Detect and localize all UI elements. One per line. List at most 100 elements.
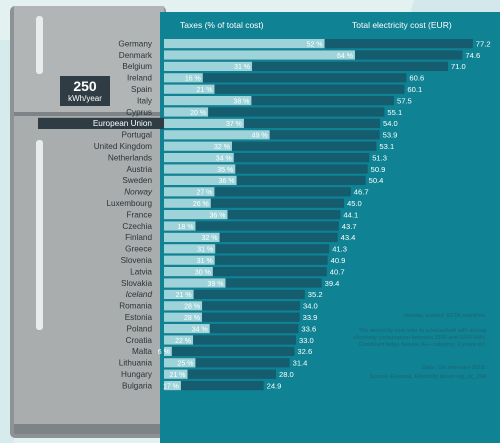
cost-bar xyxy=(164,96,394,106)
badge-unit: kWh/year xyxy=(68,94,102,103)
category-label: Iceland xyxy=(126,290,153,299)
tax-bar xyxy=(164,289,194,299)
category-label: Ireland xyxy=(127,74,152,83)
cost-bar xyxy=(164,324,299,334)
cost-value-label: 60.1 xyxy=(407,85,422,94)
tax-bar xyxy=(164,358,196,368)
cost-value-label: 44.1 xyxy=(343,210,358,219)
cost-bar xyxy=(164,198,344,208)
cost-value-label: 39.4 xyxy=(325,279,340,288)
cost-bar xyxy=(164,244,330,254)
cost-value-label: 55.1 xyxy=(387,108,402,117)
category-label: Malta xyxy=(132,347,152,356)
tax-bar xyxy=(164,232,220,242)
chart-rows: Germany 52 % 77.2 Denmark 64 % 74.6 Belgium 31 … xyxy=(38,39,491,390)
category-label: Croatia xyxy=(126,336,153,345)
cost-value-label: 34.0 xyxy=(303,302,318,311)
category-label: Belgium xyxy=(122,62,152,71)
category-label: Spain xyxy=(131,85,152,94)
category-label: Greece xyxy=(125,245,152,254)
explanation-line: The electricity cost refer to a househol… xyxy=(358,328,486,334)
tax-value-label: 20 % xyxy=(190,110,206,117)
cost-bar xyxy=(164,346,295,356)
cost-value-label: 71.0 xyxy=(451,62,466,71)
cost-bar xyxy=(164,164,368,174)
category-label: Bulgaria xyxy=(122,381,152,390)
tax-value-label: 28 % xyxy=(184,304,200,311)
fridge-illustration xyxy=(10,6,166,438)
consumption-badge: 250 kWh/year xyxy=(60,76,110,106)
tax-value-label: 32 % xyxy=(202,235,218,242)
tax-value-label: 25 % xyxy=(177,361,193,368)
category-label: Netherlands xyxy=(108,153,152,162)
cost-value-label: 35.2 xyxy=(308,290,323,299)
category-label: Cyprus xyxy=(126,108,152,117)
tax-bar xyxy=(164,324,210,334)
tax-value-label: 36 % xyxy=(219,178,235,185)
tax-bar xyxy=(164,130,270,140)
source-note: Source: Eurostat, Electricity prices nrg… xyxy=(369,374,486,380)
cost-value-label: 54.0 xyxy=(383,119,398,128)
badge-value: 250 xyxy=(73,78,97,94)
fridge-divider xyxy=(14,112,164,116)
category-label: United Kingdom xyxy=(94,142,152,151)
tax-bar xyxy=(164,175,237,185)
category-label: Austria xyxy=(127,165,153,174)
tax-value-label: 21 % xyxy=(197,87,213,94)
tax-value-label: 31 % xyxy=(234,64,250,71)
tax-bar xyxy=(164,346,172,356)
tax-bar xyxy=(164,96,252,106)
category-label: Poland xyxy=(127,324,153,333)
category-label: Estonia xyxy=(125,313,153,322)
cost-bar xyxy=(164,232,338,242)
category-label: Italy xyxy=(137,96,153,105)
tax-value-label: 28 % xyxy=(184,315,200,322)
tax-bar xyxy=(164,50,355,60)
category-label: Denmark xyxy=(119,51,153,60)
cost-value-label: 50.4 xyxy=(369,176,384,185)
tax-value-label: 34 % xyxy=(216,155,232,162)
tax-value-label: 34 % xyxy=(192,326,208,333)
cost-bar xyxy=(164,267,327,277)
efta-note: Norway, Iceland: EFTA countries. xyxy=(403,313,486,319)
tax-bar xyxy=(164,221,196,231)
cost-value-label: 40.9 xyxy=(331,256,346,265)
tax-value-label: 49 % xyxy=(252,133,268,140)
tax-value-label: 32 % xyxy=(214,144,230,151)
cost-value-label: 32.6 xyxy=(297,347,312,356)
cost-bar xyxy=(164,358,290,368)
tax-bar xyxy=(164,210,228,220)
cost-value-label: 43.4 xyxy=(341,233,356,242)
tax-bar xyxy=(164,301,203,311)
cost-bar xyxy=(164,141,377,151)
cost-value-label: 74.6 xyxy=(465,51,480,60)
tax-bar xyxy=(164,278,226,288)
cost-value-label: 53.1 xyxy=(379,142,394,151)
cost-bar xyxy=(164,381,264,391)
cost-bar xyxy=(164,73,407,83)
cost-value-label: 24.9 xyxy=(267,381,282,390)
tax-bar xyxy=(164,267,213,277)
cost-bar xyxy=(164,255,328,265)
fridge-handle-top xyxy=(36,16,43,74)
tax-bar xyxy=(164,84,215,94)
category-label: Germany xyxy=(118,39,153,48)
tax-bar xyxy=(164,153,234,163)
cost-header: Total electricity cost (EUR) xyxy=(352,20,452,30)
cost-value-label: 33.6 xyxy=(301,324,316,333)
cost-bar xyxy=(164,153,370,163)
tax-bar xyxy=(164,73,203,83)
cost-bar xyxy=(164,369,276,379)
tax-bar xyxy=(164,39,325,49)
cost-value-label: 43.7 xyxy=(342,222,357,231)
cost-value-label: 33.0 xyxy=(299,336,314,345)
explanation-line: electricity consumption between 2500 and… xyxy=(353,335,486,342)
tax-value-label: 31 % xyxy=(197,247,213,254)
tax-bar xyxy=(164,61,253,71)
tax-bar xyxy=(164,164,236,174)
tax-bar xyxy=(164,141,232,151)
tax-value-label: 64 % xyxy=(337,53,353,60)
cost-bar xyxy=(164,278,322,288)
cost-value-label: 28.0 xyxy=(279,370,294,379)
category-label: Slovakia xyxy=(121,279,152,288)
